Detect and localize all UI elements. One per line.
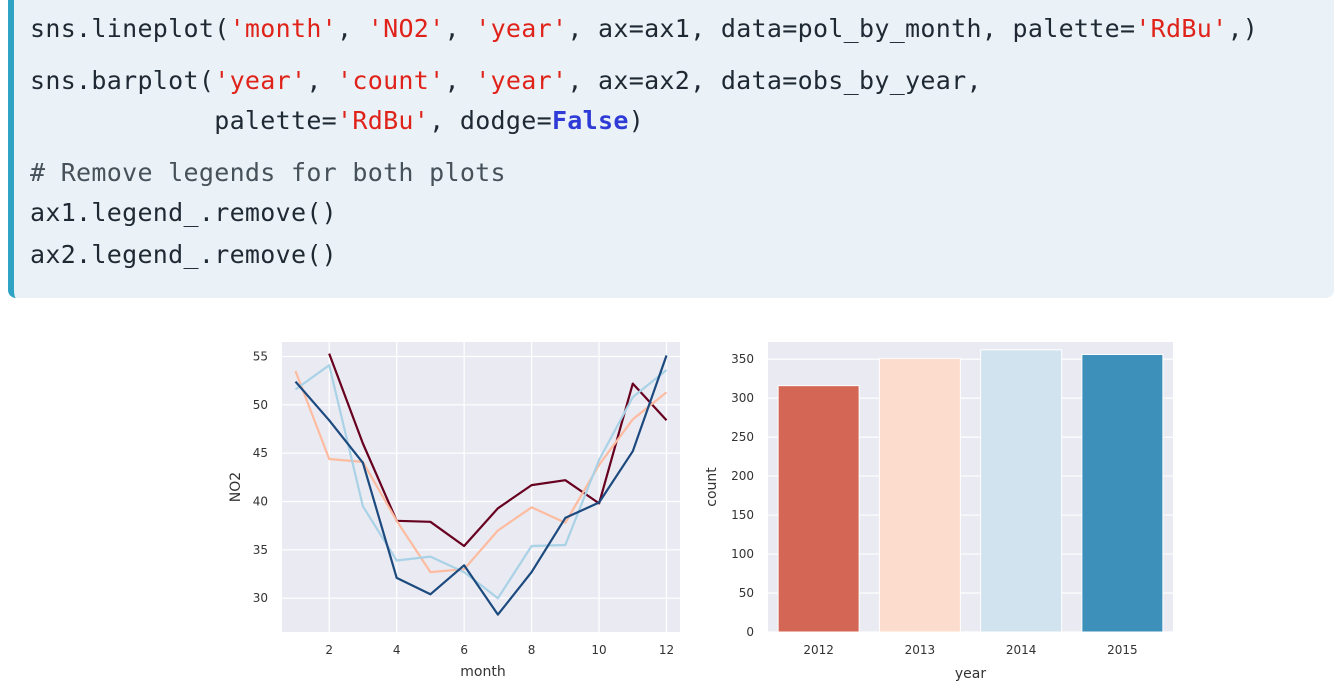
code-token: , [444, 66, 476, 95]
code-token: 'year' [214, 66, 307, 95]
y-tick-label: 35 [253, 543, 268, 557]
code-token: ,) [1227, 14, 1259, 43]
y-tick-label: 250 [731, 430, 754, 444]
code-token: , [337, 14, 368, 43]
plot-area-1 [282, 342, 680, 632]
y-tick-label: 40 [253, 495, 268, 509]
code-line: ax1.legend_.remove() [30, 198, 337, 227]
x-tick-label: 12 [659, 643, 674, 657]
code-line: palette='RdBu', dodge=False) [30, 106, 644, 135]
code-token: 'NO2' [367, 14, 445, 43]
x-tick-label: 4 [393, 643, 401, 657]
y-tick-label: 55 [253, 350, 268, 364]
x-tick-label: 2012 [803, 643, 834, 657]
x-axis-label: year [955, 666, 986, 682]
code-token: ) [628, 106, 645, 135]
code-token: 'RdBu' [1135, 14, 1228, 43]
y-tick-label: 45 [253, 446, 268, 460]
code-token: 'year' [475, 66, 568, 95]
x-tick-label: 2013 [905, 643, 936, 657]
code-line: ax2.legend_.remove() [30, 240, 337, 269]
y-tick-label: 150 [731, 508, 754, 522]
bar-2014 [980, 349, 1063, 633]
code-token: 'count' [337, 66, 445, 95]
series-line-1 [294, 370, 668, 574]
bar-2013 [878, 357, 961, 633]
code-token: ax1.legend_.remove() [30, 198, 338, 227]
y-tick-label: 350 [731, 352, 754, 366]
code-token: sns.barplot( [30, 66, 215, 95]
y-tick-label: 0 [746, 625, 754, 639]
x-tick-label: 2 [325, 643, 333, 657]
y-tick-label: 50 [253, 398, 268, 412]
code-token: # Remove legends for both plots [30, 158, 506, 187]
code-token: sns.lineplot( [30, 14, 230, 43]
code-token: 'RdBu' [337, 106, 430, 135]
x-axis-label: month [460, 664, 505, 680]
code-token: palette= [30, 106, 338, 135]
x-tick-label: 10 [591, 643, 606, 657]
y-tick-label: 100 [731, 547, 754, 561]
code-token: False [551, 106, 629, 135]
code-token: , [306, 66, 338, 95]
code-token: , [444, 14, 476, 43]
code-token: 'month' [229, 14, 338, 43]
code-token: , ax=ax2, data=obs_by_year, [567, 66, 982, 95]
y-axis-label: NO2 [228, 472, 244, 502]
code-line: # Remove legends for both plots [30, 158, 506, 187]
x-tick-label: 2015 [1107, 643, 1138, 657]
y-tick-label: 50 [739, 586, 754, 600]
bar-2012 [777, 385, 860, 633]
y-tick-label: 300 [731, 391, 754, 405]
code-token: 'year' [475, 14, 568, 43]
code-line: sns.barplot('year', 'count', 'year', ax=… [30, 66, 982, 95]
y-tick-label: 30 [253, 591, 268, 605]
bar-2015 [1081, 353, 1164, 633]
code-token: , ax=ax1, data=pol_by_month, palette= [567, 14, 1136, 43]
series-line-2 [294, 364, 668, 600]
code-line: sns.lineplot('month', 'NO2', 'year', ax=… [30, 14, 1258, 43]
x-tick-label: 8 [528, 643, 536, 657]
code-block [8, 0, 1334, 298]
x-tick-label: 6 [460, 643, 468, 657]
series-line-3 [294, 355, 668, 616]
y-axis-label: count [704, 467, 720, 507]
code-token: ax2.legend_.remove() [30, 240, 338, 269]
y-tick-label: 200 [731, 469, 754, 483]
x-tick-label: 2014 [1006, 643, 1037, 657]
code-token: , dodge= [429, 106, 552, 135]
series-line-0 [328, 353, 668, 548]
